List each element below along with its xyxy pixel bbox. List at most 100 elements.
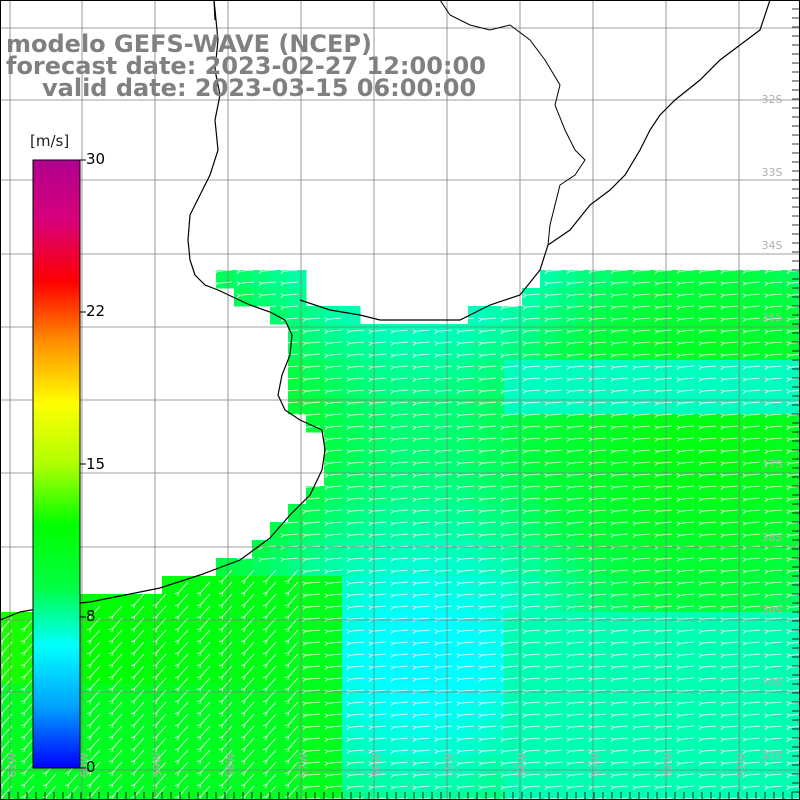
wind-arrow <box>548 629 563 632</box>
wind-arrow <box>746 293 761 296</box>
speed-cell <box>594 666 613 685</box>
speed-cell <box>738 558 757 577</box>
wind-arrowhead <box>698 353 703 358</box>
speed-cell <box>738 702 757 721</box>
wind-arrow <box>768 389 783 392</box>
speed-cell <box>342 540 361 559</box>
wind-arrowhead <box>302 521 307 526</box>
wind-arrow <box>416 425 431 428</box>
wind-arrow <box>592 329 607 332</box>
speed-cell <box>540 396 559 415</box>
wind-arrowhead <box>196 627 202 633</box>
wind-arrowhead <box>240 663 246 669</box>
speed-cell <box>324 450 343 469</box>
wind-arrow <box>284 377 299 380</box>
wind-arrow <box>526 437 541 440</box>
wind-arrowhead <box>742 533 747 538</box>
speed-cell <box>450 360 469 379</box>
speed-cell <box>684 432 703 451</box>
wind-arrowhead <box>588 509 593 514</box>
wind-arrowhead <box>240 579 246 585</box>
wind-arrowhead <box>720 461 725 466</box>
wind-arrowhead <box>368 653 373 658</box>
wind-arrowhead <box>324 593 329 598</box>
speed-cell <box>288 288 307 307</box>
wind-arrow <box>306 689 321 692</box>
wind-arrowhead <box>522 353 527 358</box>
wind-arrow <box>350 473 365 476</box>
wind-arrow <box>570 389 585 392</box>
wind-arrow <box>658 617 673 620</box>
speed-cell <box>774 594 793 613</box>
wind-arrow <box>636 485 651 488</box>
speed-cell <box>450 540 469 559</box>
wind-arrow <box>526 485 541 488</box>
wind-arrow <box>724 473 739 476</box>
wind-arrow <box>504 521 519 524</box>
wind-arrowhead <box>676 449 681 454</box>
wind-arrow <box>112 761 123 773</box>
wind-arrow <box>222 701 233 713</box>
wind-arrowhead <box>698 701 703 706</box>
wind-arrow <box>284 389 299 392</box>
wind-arrow <box>768 701 783 704</box>
wind-arrow <box>658 641 673 644</box>
speed-cell <box>522 720 541 739</box>
wind-arrowhead <box>566 689 571 694</box>
wind-arrow <box>134 605 145 617</box>
speed-cell <box>216 612 235 631</box>
wind-arrow <box>112 629 123 641</box>
wind-arrowhead <box>324 485 329 490</box>
wind-arrowhead <box>500 689 505 694</box>
speed-cell <box>414 522 433 541</box>
wind-arrow <box>416 569 431 572</box>
speed-cell <box>540 324 559 343</box>
wind-arrowhead <box>720 473 725 478</box>
wind-arrowhead <box>302 485 307 490</box>
wind-arrowhead <box>632 449 637 454</box>
wind-arrowhead <box>434 701 439 706</box>
speed-cell <box>774 378 793 397</box>
wind-arrowhead <box>786 629 791 634</box>
wind-arrowhead <box>786 329 791 334</box>
wind-arrowhead <box>412 461 417 466</box>
speed-cell <box>306 648 325 667</box>
wind-arrowhead <box>196 615 202 621</box>
wind-arrow <box>24 641 35 653</box>
wind-arrow <box>394 605 409 608</box>
latitude-label: 39S <box>762 604 783 617</box>
wind-arrowhead <box>786 557 791 562</box>
wind-arrowhead <box>522 593 527 598</box>
wind-arrowhead <box>280 269 285 274</box>
wind-arrowhead <box>390 689 395 694</box>
speed-cell <box>414 504 433 523</box>
wind-arrowhead <box>346 569 351 574</box>
speed-cell <box>432 378 451 397</box>
wind-arrow <box>90 629 101 641</box>
wind-arrow <box>460 485 475 488</box>
wind-arrowhead <box>456 761 461 766</box>
wind-arrow <box>438 473 453 476</box>
wind-arrow <box>658 365 673 368</box>
speed-cell <box>342 342 361 361</box>
wind-arrowhead <box>324 533 329 538</box>
wind-arrowhead <box>698 449 703 454</box>
speed-cell <box>522 774 541 793</box>
wind-arrow <box>350 341 365 344</box>
wind-arrow <box>636 353 651 356</box>
wind-arrowhead <box>130 759 136 765</box>
wind-arrow <box>156 629 167 641</box>
wind-arrowhead <box>764 641 769 646</box>
speed-cell <box>774 612 793 631</box>
speed-cell <box>738 630 757 649</box>
speed-cell <box>666 306 685 325</box>
wind-arrow <box>658 425 673 428</box>
wind-arrow <box>526 341 541 344</box>
wind-arrow <box>394 329 409 332</box>
speed-cell <box>540 504 559 523</box>
speed-cell <box>450 612 469 631</box>
wind-arrow <box>328 761 343 764</box>
speed-cell <box>18 612 37 631</box>
longitude-label: 55W <box>443 752 456 777</box>
wind-arrowhead <box>698 641 703 646</box>
